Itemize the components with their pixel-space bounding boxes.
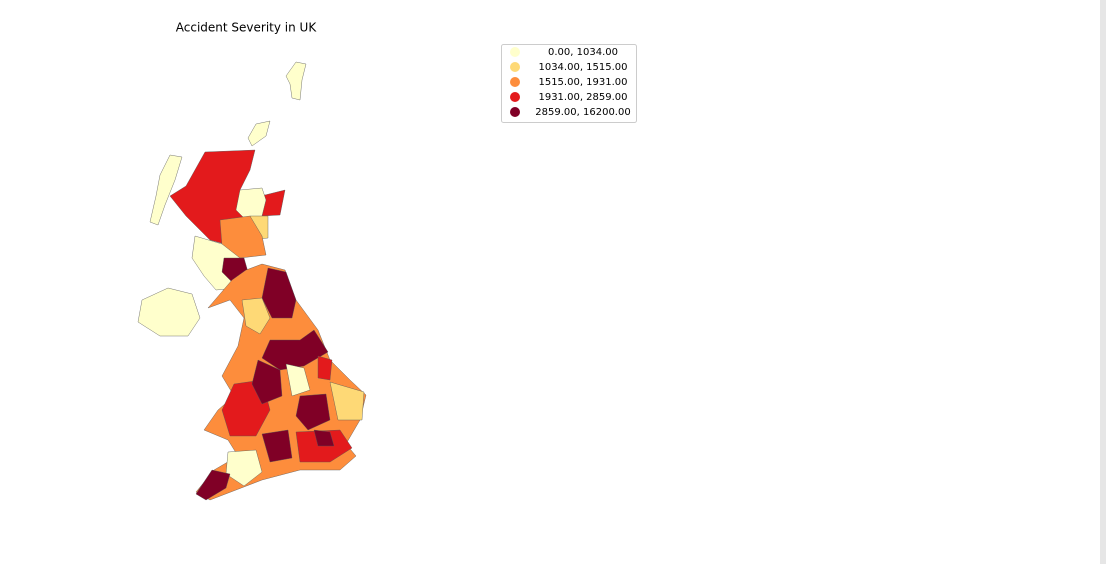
legend-label: 1931.00, 2859.00 [538,92,627,103]
legend [501,44,637,123]
legend-label: 1515.00, 1931.00 [538,77,627,88]
cumbria [241,297,271,335]
legend-swatch [510,47,520,57]
east-midlands [295,393,331,431]
legend-swatch [510,62,520,72]
northern-ireland [137,287,201,337]
legend-label: 1034.00, 1515.00 [538,62,627,73]
cornwall [195,469,231,501]
bristol [261,429,293,463]
midlands-west [251,359,283,405]
map-title: Accident Severity in UK [176,21,318,35]
legend-swatch [510,107,520,117]
london [313,429,335,447]
humber [317,355,333,381]
east-anglia [329,381,365,421]
devon [225,449,263,487]
legend-label: 0.00, 1034.00 [548,47,618,58]
legend-label: 2859.00, 16200.00 [535,107,630,118]
hebrides [149,154,183,226]
scrollbar [1100,0,1106,564]
legend-swatch [510,77,520,87]
regions [137,61,367,501]
legend-items: 0.00, 1034.00 1034.00, 1515.00 1515.00, 19… [510,47,631,118]
orkney [247,120,271,147]
legend-swatch [510,92,520,102]
yorkshire [261,329,329,371]
shetland [285,61,307,101]
midlands-east [285,363,311,397]
